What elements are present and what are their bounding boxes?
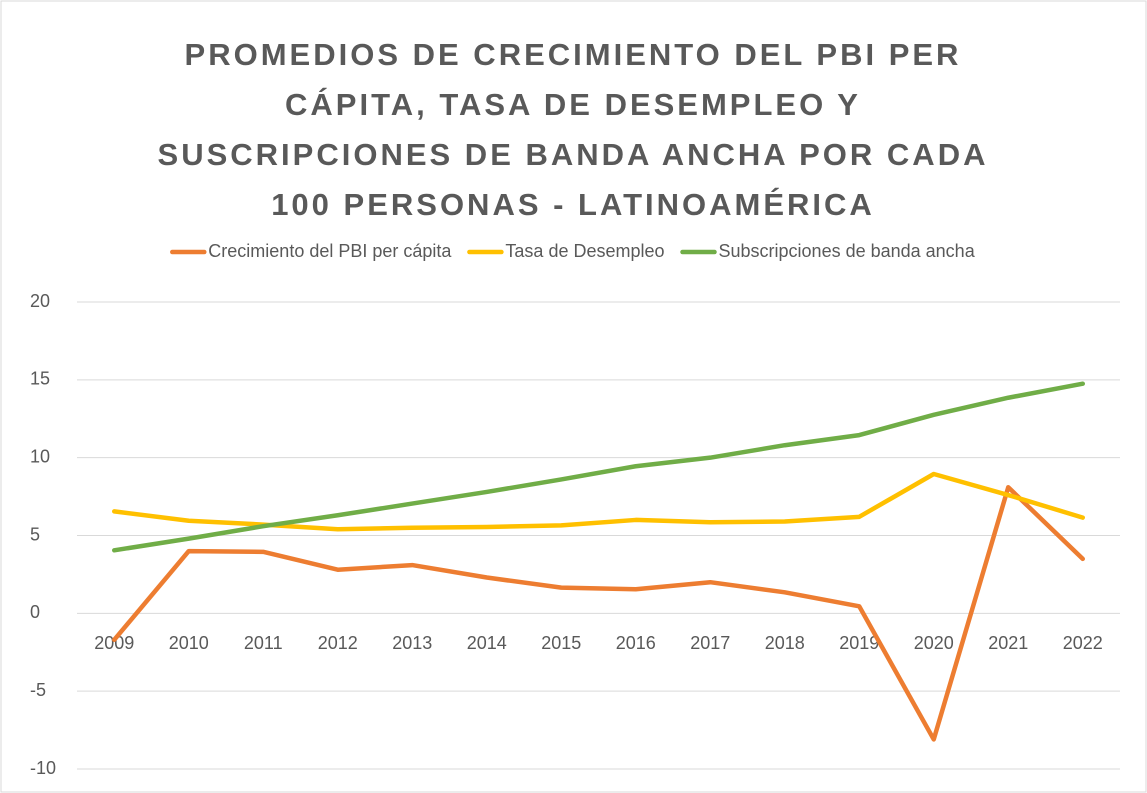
y-tick-label: 10 [30, 446, 50, 466]
x-tick-label: 2019 [839, 633, 879, 653]
series-line [112, 484, 1085, 742]
x-tick-label: 2020 [914, 633, 954, 653]
chart-title: PROMEDIOS DE CRECIMIENTO DEL PBI PER CÁP… [157, 37, 989, 222]
y-tick-label: -10 [30, 758, 56, 778]
legend-label: Crecimiento del PBI per cápita [208, 241, 452, 261]
x-tick-label: 2017 [690, 633, 730, 653]
x-tick-label: 2013 [392, 633, 432, 653]
legend-label: Subscripciones de banda ancha [719, 241, 976, 261]
x-tick-label: 2022 [1063, 633, 1103, 653]
legend-label: Tasa de Desempleo [505, 241, 664, 261]
y-tick-label: 0 [30, 602, 40, 622]
x-tick-label: 2012 [318, 633, 358, 653]
x-tick-label: 2010 [169, 633, 209, 653]
x-tick-label: 2021 [988, 633, 1028, 653]
x-tick-label: 2014 [467, 633, 507, 653]
x-tick-label: 2016 [616, 633, 656, 653]
x-tick-label: 2009 [94, 633, 134, 653]
x-tick-label: 2015 [541, 633, 581, 653]
series-line [112, 381, 1085, 553]
y-tick-label: 5 [30, 524, 40, 544]
y-tick-label: 15 [30, 369, 50, 389]
y-tick-label: -5 [30, 680, 46, 700]
x-tick-label: 2018 [765, 633, 805, 653]
x-tick-label: 2011 [244, 633, 283, 653]
y-tick-label: 20 [30, 291, 50, 311]
